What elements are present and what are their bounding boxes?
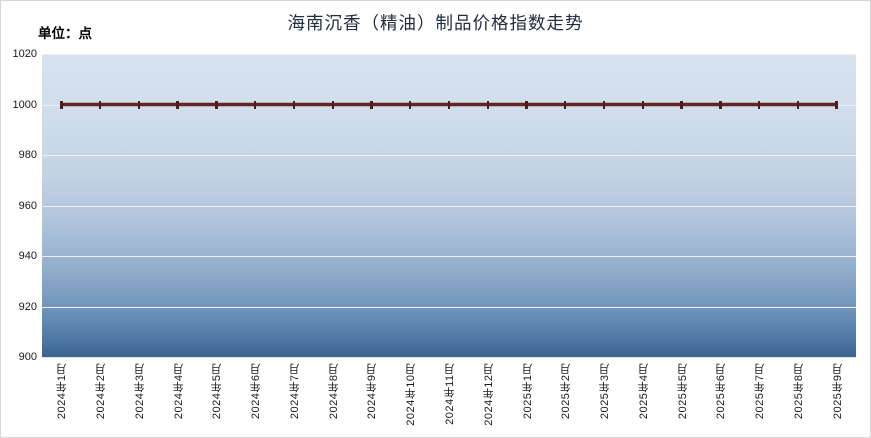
x-tick-label: 2025年7月 [754, 363, 767, 420]
x-tick-label: 2024年12月 [482, 363, 495, 426]
data-point-marker [757, 100, 761, 109]
data-point-marker [409, 100, 412, 109]
y-tick-label: 980 [18, 149, 37, 161]
x-tick-label: 2024年9月 [366, 363, 379, 420]
price-index-line [61, 102, 837, 107]
x-tick-label: 2025年8月 [792, 363, 805, 420]
gridline [42, 155, 856, 156]
unit-label: 单位：点 [38, 26, 92, 42]
x-tick-label: 2024年8月 [327, 363, 340, 420]
y-tick-label: 960 [18, 199, 37, 212]
x-tick-label: 2024年2月 [95, 363, 108, 420]
data-point-marker [486, 100, 489, 109]
plot-area [42, 54, 856, 358]
data-point-marker [602, 100, 606, 109]
x-tick-label: 2024年3月 [133, 363, 146, 420]
x-tick-label: 2025年9月 [831, 363, 844, 420]
data-point-marker [564, 100, 567, 109]
data-point-marker [680, 100, 683, 109]
data-point-marker [641, 100, 644, 109]
data-point-marker [253, 100, 257, 109]
x-tick-label: 2024年11月 [444, 363, 456, 425]
gridline [42, 256, 856, 257]
x-tick-label: 2024年6月 [250, 363, 263, 420]
data-point-marker [370, 100, 373, 109]
data-point-marker [292, 100, 296, 109]
x-tick-label: 2024年5月 [211, 363, 224, 420]
y-tick-label: 1000 [12, 98, 37, 111]
x-tick-label: 2025年4月 [637, 363, 650, 420]
x-tick-label: 2024年1月 [56, 363, 69, 420]
data-point-marker [525, 100, 528, 109]
data-point-marker [60, 100, 63, 109]
x-tick-label: 2024年4月 [172, 363, 185, 420]
chart-title: 海南沉香（精油）制品价格指数走势 [287, 14, 584, 34]
data-point-marker [137, 100, 141, 109]
data-point-marker [796, 100, 800, 109]
x-tick-label: 2025年1月 [521, 363, 534, 420]
gridline [42, 306, 856, 308]
y-tick-label: 920 [18, 300, 37, 313]
data-point-marker [447, 100, 451, 109]
x-tick-label: 2024年7月 [288, 363, 301, 420]
data-point-marker [719, 100, 722, 109]
data-point-marker [215, 100, 218, 109]
gridline [42, 205, 856, 207]
data-point-marker [98, 100, 102, 109]
x-tick-label: 2025年5月 [676, 363, 689, 420]
x-tick-label: 2025年3月 [599, 363, 612, 420]
data-point-marker [331, 100, 334, 109]
y-tick-label: 1020 [12, 48, 37, 60]
x-tick-label: 2025年2月 [560, 363, 573, 420]
data-point-marker [835, 100, 838, 109]
x-axis-line [42, 357, 856, 358]
x-tick-label: 2024年10月 [405, 363, 418, 426]
gridline [42, 54, 856, 55]
data-point-marker [176, 100, 179, 109]
x-tick-label: 2025年6月 [715, 363, 728, 420]
y-tick-label: 940 [18, 250, 37, 262]
y-tick-label: 900 [18, 351, 37, 363]
